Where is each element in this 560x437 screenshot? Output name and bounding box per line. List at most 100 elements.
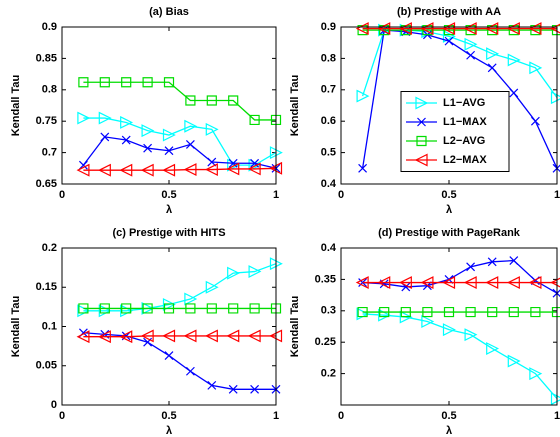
marker bbox=[78, 160, 88, 170]
y-tick-label: 0.7 bbox=[42, 147, 57, 159]
plot-group bbox=[76, 77, 283, 177]
series-line bbox=[362, 259, 558, 294]
marker bbox=[250, 384, 260, 394]
legend-marker bbox=[416, 135, 427, 147]
chart-title: (a) Bias bbox=[149, 6, 189, 18]
marker bbox=[227, 266, 241, 280]
marker bbox=[121, 135, 131, 145]
marker bbox=[358, 163, 368, 173]
y-axis-label: Kendall Tau bbox=[289, 296, 301, 358]
marker bbox=[463, 22, 477, 36]
marker bbox=[507, 53, 521, 67]
marker bbox=[204, 329, 218, 343]
marker bbox=[486, 342, 500, 355]
marker bbox=[377, 276, 391, 290]
marker bbox=[466, 262, 476, 272]
marker bbox=[247, 162, 261, 176]
marker bbox=[205, 280, 219, 294]
marker bbox=[184, 119, 198, 133]
legend-label: L2−AVG bbox=[443, 135, 485, 147]
marker bbox=[228, 158, 238, 168]
series-line bbox=[83, 81, 276, 121]
y-axis-label: Kendall Tau bbox=[289, 75, 301, 137]
y-tick-label: 0.3 bbox=[321, 305, 336, 317]
marker bbox=[164, 351, 174, 360]
marker bbox=[249, 303, 260, 314]
x-tick-label: 0 bbox=[59, 189, 65, 201]
series-line bbox=[83, 263, 277, 312]
marker bbox=[185, 303, 196, 314]
marker bbox=[270, 303, 282, 314]
marker bbox=[506, 22, 520, 36]
marker bbox=[442, 22, 456, 36]
y-tick-label: 0.75 bbox=[36, 115, 57, 127]
legend-label: L2−MAX bbox=[443, 154, 487, 166]
chart-title: (d) Prestige with PageRank bbox=[378, 227, 521, 239]
y-tick-label: 0.65 bbox=[36, 178, 57, 190]
marker bbox=[247, 329, 261, 343]
x-tick-label: 0.5 bbox=[161, 410, 176, 422]
marker bbox=[442, 323, 456, 337]
x-tick-label: 1 bbox=[273, 410, 279, 422]
series-line bbox=[83, 117, 277, 166]
marker bbox=[206, 303, 217, 314]
marker bbox=[205, 122, 219, 136]
marker bbox=[226, 162, 240, 176]
marker bbox=[530, 116, 540, 126]
marker bbox=[487, 257, 497, 267]
marker bbox=[164, 146, 174, 156]
marker bbox=[228, 384, 238, 394]
marker bbox=[76, 330, 90, 344]
marker bbox=[485, 22, 499, 36]
x-axis-label: λ bbox=[166, 204, 172, 216]
marker bbox=[162, 163, 176, 177]
plot-area bbox=[62, 248, 276, 405]
y-axis-label: Kendall Tau bbox=[10, 75, 22, 137]
marker bbox=[99, 77, 110, 88]
x-axis-label: λ bbox=[446, 204, 452, 216]
marker bbox=[551, 306, 560, 318]
series-line bbox=[82, 136, 277, 169]
marker bbox=[228, 303, 239, 314]
legend-marker bbox=[417, 117, 426, 127]
y-tick-label: 0.4 bbox=[321, 242, 337, 254]
y-tick-label: 0.35 bbox=[315, 273, 336, 285]
marker bbox=[99, 303, 110, 314]
x-axis-label: λ bbox=[446, 425, 452, 437]
x-tick-label: 0.5 bbox=[441, 189, 456, 201]
legend-label: L1−MAX bbox=[443, 116, 487, 128]
marker bbox=[204, 163, 218, 177]
marker bbox=[528, 276, 542, 290]
series-line bbox=[83, 332, 276, 390]
marker bbox=[78, 77, 89, 88]
marker bbox=[486, 47, 500, 61]
marker bbox=[206, 95, 217, 106]
marker bbox=[248, 265, 262, 279]
marker bbox=[97, 163, 111, 177]
marker bbox=[442, 276, 456, 290]
y-tick-label: 0.1 bbox=[42, 320, 57, 332]
axes-frame bbox=[61, 247, 277, 406]
marker bbox=[357, 306, 368, 318]
marker bbox=[400, 306, 411, 318]
marker bbox=[142, 77, 153, 88]
marker bbox=[399, 310, 413, 324]
x-axis-label: λ bbox=[166, 425, 172, 437]
marker bbox=[356, 89, 370, 103]
marker bbox=[529, 367, 543, 381]
marker bbox=[143, 143, 153, 153]
marker bbox=[141, 124, 155, 138]
marker bbox=[97, 330, 111, 344]
marker bbox=[465, 306, 476, 318]
y-tick-label: 0.6 bbox=[321, 115, 336, 127]
marker bbox=[421, 315, 435, 328]
marker bbox=[185, 366, 195, 376]
x-tick-label: 0 bbox=[59, 410, 65, 422]
axes-frame bbox=[340, 26, 558, 185]
chart-title: (b) Prestige with AA bbox=[397, 6, 501, 18]
y-tick-label: 0.5 bbox=[321, 147, 336, 159]
marker bbox=[248, 158, 262, 172]
marker bbox=[120, 115, 134, 129]
marker bbox=[226, 329, 240, 343]
